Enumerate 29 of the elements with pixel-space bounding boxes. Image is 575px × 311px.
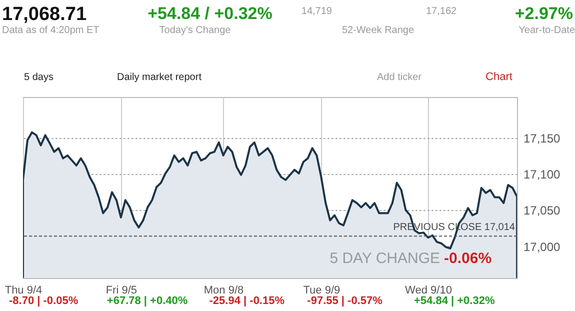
text: 14,719 (301, 6, 332, 17)
text: -25.94 | -0.15% (209, 295, 285, 307)
text: Daily market report (117, 72, 202, 83)
text: +2.97% (514, 4, 573, 23)
text: +54.84 / +0.32% (148, 4, 272, 23)
text: +54.84 | +0.32% (414, 295, 495, 307)
x-tick-label: Wed 9/10 (405, 284, 452, 296)
text: Add ticker (377, 72, 422, 83)
annotation: -0.06% (444, 250, 492, 267)
text: Chart (486, 71, 512, 83)
chart-subtitle: Data as of 4:20pm ET (2, 25, 100, 36)
y-tick-label: 17,050 (524, 204, 561, 218)
y-tick-label: 17,000 (524, 240, 561, 254)
text: Year-to-Date (518, 25, 575, 36)
x-tick-label: Thu 9/4 (4, 284, 42, 296)
text: -8.70 | -0.05% (9, 295, 78, 307)
text: 52-Week Range (342, 25, 414, 36)
text: 5 days (24, 72, 54, 83)
x-tick-label: Tue 9/9 (303, 284, 340, 296)
y-tick-label: 17,150 (524, 132, 561, 146)
x-tick-label: Fri 9/5 (106, 284, 138, 296)
text: +67.78 | +0.40% (106, 295, 188, 307)
y-tick-label: 17,100 (524, 168, 561, 182)
chart-title: 17,068.71 (2, 4, 87, 25)
text: -97.55 | -0.57% (307, 295, 383, 307)
annotation: 5 DAY CHANGE (330, 250, 440, 267)
text: 17,162 (426, 6, 458, 17)
text: Today's Change (159, 25, 232, 36)
x-tick-label: Mon 9/8 (204, 284, 244, 296)
